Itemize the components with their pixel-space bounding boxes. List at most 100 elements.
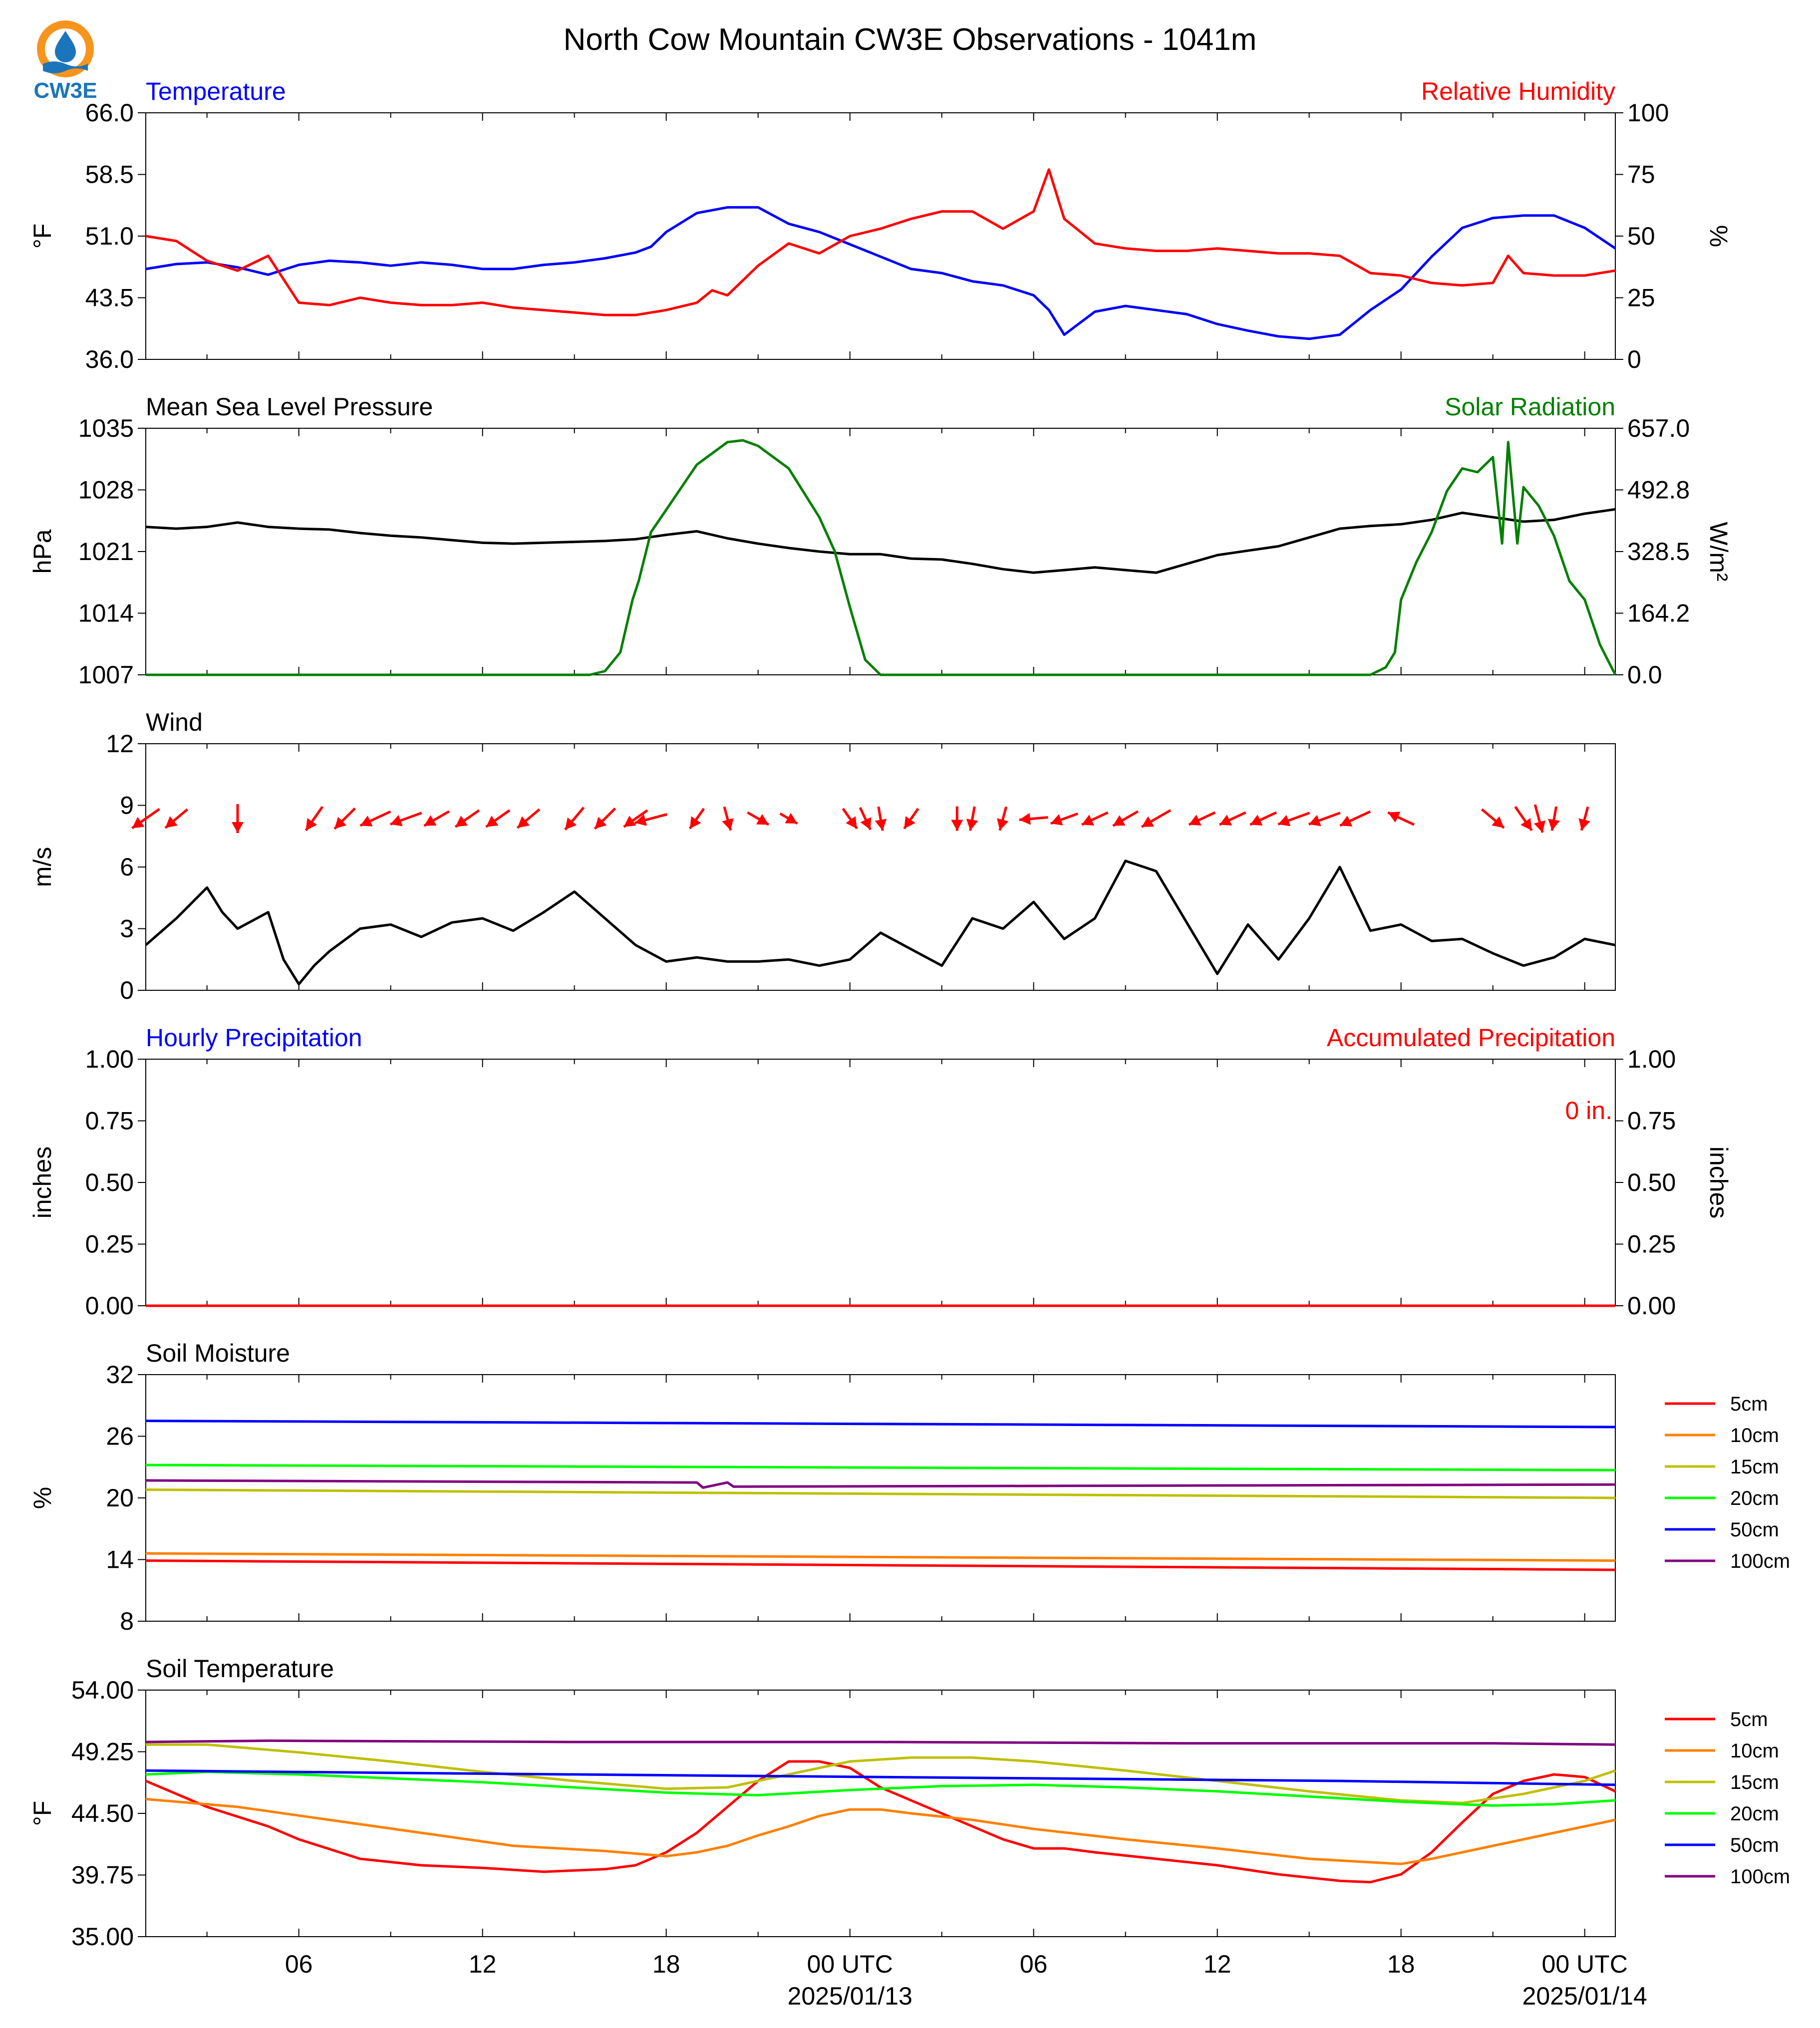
- wind-arrow: [875, 806, 887, 831]
- wind-arrow-head: [1340, 815, 1353, 827]
- wind-arrow: [1218, 811, 1246, 826]
- y-tick-label-right: 75: [1627, 161, 1655, 189]
- y-tick-label: 8: [120, 1607, 134, 1635]
- panel-wind: 0 3 6 9 12 m/s Wind: [28, 708, 1616, 1004]
- y-tick-label-right: 657.0: [1627, 414, 1690, 442]
- y-tick-label: 35.00: [71, 1923, 134, 1951]
- series-line-100cm: [145, 1479, 1616, 1489]
- wind-arrow: [842, 808, 858, 830]
- wind-arrow: [454, 809, 480, 828]
- x-tick-label: 00 UTC: [1542, 1950, 1628, 1978]
- y-tick-label: 3: [120, 915, 134, 943]
- wind-arrow: [423, 810, 450, 827]
- wind-arrow: [389, 812, 422, 827]
- y-tick-label: 20: [106, 1484, 134, 1512]
- panel-title-right: Relative Humidity: [1421, 77, 1615, 105]
- series-line-relative-humidity: [145, 168, 1616, 316]
- y-tick-label: 0.25: [85, 1230, 134, 1258]
- logo-text: CW3E: [33, 78, 97, 103]
- wind-arrow: [359, 810, 391, 827]
- wind-arrow: [564, 807, 585, 831]
- wind-arrow: [164, 808, 189, 829]
- page-title: North Cow Mountain CW3E Observations - 1…: [564, 22, 1257, 57]
- y-tick-label: 0.75: [85, 1107, 134, 1135]
- y-axis-label: °F: [28, 1801, 56, 1826]
- wind-arrow: [304, 806, 324, 832]
- panel-title-left: Wind: [146, 708, 203, 736]
- wind-arrow: [1514, 806, 1533, 832]
- wind-arrow-head: [966, 819, 978, 831]
- wind-arrow: [634, 813, 668, 826]
- x-tick-label: 00 UTC: [807, 1950, 893, 1978]
- y-tick-label-right: 25: [1627, 284, 1655, 312]
- legend-label: 100cm: [1730, 1550, 1790, 1572]
- plot-frame: [145, 112, 1616, 360]
- panel-soil_temperature: 35.00 39.75 44.50 49.25 54.00 °F Soil Temperat…: [28, 1655, 1790, 2010]
- wind-arrow: [131, 808, 160, 830]
- y-tick-label: 44.50: [71, 1799, 134, 1827]
- y-axis-label: °F: [28, 224, 56, 249]
- wind-arrow: [1277, 812, 1310, 827]
- y-tick-label-right: 0.0: [1627, 661, 1662, 689]
- legend: 5cm 10cm 15cm 20cm 50cm 100cm: [1665, 1393, 1790, 1572]
- y-tick-label: 1007: [78, 661, 134, 689]
- wind-arrow-head: [997, 818, 1009, 831]
- y-tick-label: 51.0: [85, 222, 134, 250]
- wind-arrow: [903, 808, 919, 830]
- wind-arrow-head: [634, 814, 647, 826]
- legend-label: 100cm: [1730, 1866, 1790, 1888]
- y-axis-label-right: W/m²: [1705, 522, 1733, 581]
- wind-arrow: [1019, 813, 1048, 825]
- cw3e-logo: CW3E: [33, 20, 97, 103]
- y-tick-label: 12: [106, 730, 134, 758]
- series-line-15cm: [145, 1488, 1616, 1499]
- wind-arrow-head: [517, 816, 530, 828]
- y-tick-label: 26: [106, 1423, 134, 1450]
- series-line-50cm: [145, 1769, 1616, 1786]
- plot-frame: [145, 428, 1616, 675]
- wind-arrow-head: [334, 817, 347, 829]
- y-tick-label-right: 0.75: [1627, 1107, 1676, 1135]
- wind-arrow: [1188, 811, 1216, 826]
- y-tick-label: 0: [120, 976, 134, 1004]
- wind-arrow: [1112, 810, 1139, 827]
- y-tick-label: 1021: [78, 538, 134, 566]
- wind-arrow: [1050, 812, 1079, 826]
- legend-label: 50cm: [1730, 1519, 1779, 1541]
- series-line-20cm: [145, 1463, 1616, 1471]
- wind-arrow-head: [390, 815, 403, 827]
- series-line-solar-radiation: [146, 439, 1617, 676]
- wind-arrow-head: [595, 817, 607, 829]
- wind-arrow-head: [1189, 815, 1202, 826]
- logo-wave-icon: [43, 61, 88, 73]
- wind-direction-arrows: [131, 804, 1590, 833]
- panel-title-left: Soil Moisture: [146, 1339, 290, 1367]
- panel-title-left: Hourly Precipitation: [146, 1024, 362, 1052]
- panel-precip: 0.00 0.25 0.50 0.75 1.00 0.00 0.25 0.50 0.75 1.00…: [28, 1024, 1733, 1320]
- wind-arrow-head: [1578, 818, 1590, 831]
- y-tick-label: 66.0: [85, 99, 134, 127]
- wind-arrow: [594, 807, 616, 830]
- y-tick-label: 14: [106, 1546, 134, 1574]
- y-tick-label-right: 164.2: [1627, 599, 1690, 627]
- y-tick-label: 39.75: [71, 1861, 134, 1889]
- legend: 5cm 10cm 15cm 20cm 50cm 100cm: [1665, 1709, 1790, 1888]
- y-tick-label: 54.00: [71, 1676, 134, 1704]
- y-tick-label: 9: [120, 792, 134, 820]
- series-line-100cm: [145, 1739, 1616, 1746]
- wind-arrow-head: [860, 817, 872, 830]
- wind-arrow-head: [486, 816, 499, 827]
- x-date-label: 2025/01/13: [788, 1982, 912, 2010]
- y-tick-label: 43.5: [85, 284, 134, 312]
- y-tick-label: 32: [106, 1361, 134, 1389]
- wind-arrow: [333, 807, 356, 830]
- wind-arrow: [232, 804, 244, 833]
- logo-water-drop-icon: [55, 31, 76, 62]
- wind-arrow-head: [785, 813, 798, 824]
- wind-arrow-head: [424, 815, 437, 826]
- accumulated-precip-annotation: 0 in.: [1565, 1097, 1612, 1125]
- plot-frame: [145, 1059, 1616, 1306]
- y-tick-label: 6: [120, 853, 134, 881]
- wind-arrow-head: [232, 822, 244, 833]
- legend-label: 15cm: [1730, 1771, 1779, 1793]
